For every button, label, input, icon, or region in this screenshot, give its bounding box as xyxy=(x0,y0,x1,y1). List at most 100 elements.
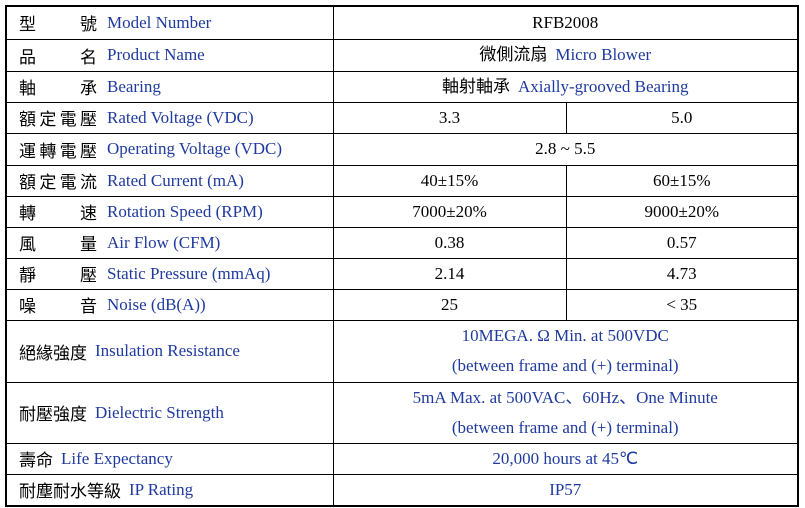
value-line: 10MEGA. Ω Min. at 500VDC xyxy=(461,326,669,345)
label-zh: 風量 xyxy=(19,235,97,254)
spec-value: 25 xyxy=(332,288,567,321)
spec-label: 品名 Product Name xyxy=(5,38,334,72)
spec-row: 軸承 Bearing 軸射軸承 Axially-grooved Bearing xyxy=(5,70,799,103)
value-line: 5.0 xyxy=(671,107,693,127)
spec-label: 靜壓 Static Pressure (mmAq) xyxy=(5,257,334,290)
label-en: Air Flow (CFM) xyxy=(107,232,221,252)
value-line: < 35 xyxy=(666,294,698,314)
label-zh: 軸承 xyxy=(19,79,97,98)
spec-label: 噪音 Noise (dB(A)) xyxy=(5,288,334,321)
value-line: 60±15% xyxy=(653,170,711,190)
spec-label: 耐塵耐水等級 IP Rating xyxy=(5,473,334,507)
value-en: Axially-grooved Bearing xyxy=(518,76,689,96)
label-zh: 耐塵耐水等級 xyxy=(19,482,121,502)
spec-label: 額定電壓 Rated Voltage (VDC) xyxy=(5,101,334,134)
value-line: 3.3 xyxy=(438,107,461,127)
spec-label: 運轉電壓 Operating Voltage (VDC) xyxy=(5,132,334,166)
label-en: Model Number xyxy=(107,12,212,32)
spec-row: 運轉電壓 Operating Voltage (VDC) 2.8 ~ 5.5 xyxy=(5,132,799,166)
label-en: IP Rating xyxy=(129,479,194,499)
label-en: Bearing xyxy=(107,76,161,96)
label-zh: 絕緣強度 xyxy=(19,343,87,363)
spec-row: 靜壓 Static Pressure (mmAq) 2.14 4.73 xyxy=(5,257,799,290)
label-en: Rated Current (mA) xyxy=(107,170,244,190)
value-zh: 微側流扇 xyxy=(479,45,548,64)
value-zh: 軸射軸承 xyxy=(442,76,511,96)
label-en: Static Pressure (mmAq) xyxy=(107,263,271,283)
label-zh: 壽命 xyxy=(19,451,53,470)
value-line: (between frame and (+) terminal) xyxy=(451,417,679,437)
value-line: 9000±20% xyxy=(644,201,720,221)
value-line: 4.73 xyxy=(666,263,697,283)
spec-value: 20,000 hours at 45℃ xyxy=(332,442,799,475)
value-line: (between frame and (+) terminal) xyxy=(451,356,679,375)
label-en: Dielectric Strength xyxy=(95,402,224,422)
spec-label: 壽命 Life Expectancy xyxy=(5,442,334,475)
spec-row: 型號 Model Number RFB2008 xyxy=(5,5,799,40)
spec-value: 微側流扇 Micro Blower xyxy=(332,38,799,72)
label-zh: 運轉電壓 xyxy=(19,141,97,161)
spec-value: 40±15% xyxy=(332,164,567,197)
spec-value: 4.73 xyxy=(565,257,799,290)
label-zh: 靜壓 xyxy=(19,266,97,285)
label-zh: 轉速 xyxy=(19,204,97,223)
value-line: 0.38 xyxy=(434,232,465,252)
spec-value: < 35 xyxy=(565,288,799,321)
spec-value: 10MEGA. Ω Min. at 500VDC (between frame a… xyxy=(332,319,799,383)
spec-label: 轉速 Rotation Speed (RPM) xyxy=(5,195,334,228)
spec-row: 噪音 Noise (dB(A)) 25 < 35 xyxy=(5,288,799,321)
value-line: 20,000 hours at 45℃ xyxy=(492,448,639,468)
spec-value: 0.38 xyxy=(332,226,567,259)
label-zh: 噪音 xyxy=(19,297,97,316)
spec-value: IP57 xyxy=(332,473,799,507)
spec-row: 耐壓強度 Dielectric Strength 5mA Max. at 500VA… xyxy=(5,381,799,444)
spec-label: 風量 Air Flow (CFM) xyxy=(5,226,334,259)
label-en: Rated Voltage (VDC) xyxy=(107,107,254,127)
label-en: Insulation Resistance xyxy=(95,341,240,360)
label-zh: 品名 xyxy=(19,47,97,67)
spec-value: 3.3 xyxy=(332,101,567,134)
value-line: 0.57 xyxy=(666,232,697,252)
spec-value: 5.0 xyxy=(565,101,799,134)
spec-label: 耐壓強度 Dielectric Strength xyxy=(5,381,334,444)
spec-label: 絕緣強度 Insulation Resistance xyxy=(5,319,334,383)
label-en: Noise (dB(A)) xyxy=(107,294,206,314)
spec-value: 7000±20% xyxy=(332,195,567,228)
label-zh: 耐壓強度 xyxy=(19,405,87,424)
spec-label: 軸承 Bearing xyxy=(5,70,334,103)
value-line: 5mA Max. at 500VAC、60Hz、One Minute xyxy=(412,387,718,407)
spec-label: 額定電流 Rated Current (mA) xyxy=(5,164,334,197)
spec-row: 額定電流 Rated Current (mA) 40±15% 60±15% xyxy=(5,164,799,197)
label-zh: 額定電壓 xyxy=(19,110,97,129)
spec-row: 品名 Product Name 微側流扇 Micro Blower xyxy=(5,38,799,72)
spec-row: 絕緣強度 Insulation Resistance 10MEGA. Ω Min. … xyxy=(5,319,799,383)
value-line: 25 xyxy=(441,294,458,314)
value-line: 2.14 xyxy=(434,263,465,283)
spec-row: 轉速 Rotation Speed (RPM) 7000±20% 9000±20% xyxy=(5,195,799,228)
spec-label: 型號 Model Number xyxy=(5,5,334,40)
spec-row: 風量 Air Flow (CFM) 0.38 0.57 xyxy=(5,226,799,259)
spec-value: 軸射軸承 Axially-grooved Bearing xyxy=(332,70,799,103)
label-zh: 額定電流 xyxy=(19,173,97,192)
spec-value: 60±15% xyxy=(565,164,799,197)
value-line: IP57 xyxy=(549,479,582,499)
value-line: RFB2008 xyxy=(532,12,599,32)
label-zh: 型號 xyxy=(19,15,97,35)
label-en: Rotation Speed (RPM) xyxy=(107,201,263,221)
spec-value: 2.8 ~ 5.5 xyxy=(332,132,799,166)
spec-row: 壽命 Life Expectancy 20,000 hours at 45℃ xyxy=(5,442,799,475)
spec-value: 9000±20% xyxy=(565,195,799,228)
spec-value: 5mA Max. at 500VAC、60Hz、One Minute (betwe… xyxy=(332,381,799,444)
label-en: Operating Voltage (VDC) xyxy=(107,139,283,158)
spec-row: 耐塵耐水等級 IP Rating IP57 xyxy=(5,473,799,507)
value-line: 40±15% xyxy=(420,170,479,190)
spec-value: 0.57 xyxy=(565,226,799,259)
spec-table: 型號 Model Number RFB2008 品名 Product Name 微側流扇 M… xyxy=(5,5,799,507)
label-en: Product Name xyxy=(107,45,205,64)
spec-row: 額定電壓 Rated Voltage (VDC) 3.3 5.0 xyxy=(5,101,799,134)
spec-value: 2.14 xyxy=(332,257,567,290)
value-line: 7000±20% xyxy=(412,201,487,221)
value-en: Micro Blower xyxy=(555,45,652,64)
value-line: 2.8 ~ 5.5 xyxy=(535,139,596,158)
